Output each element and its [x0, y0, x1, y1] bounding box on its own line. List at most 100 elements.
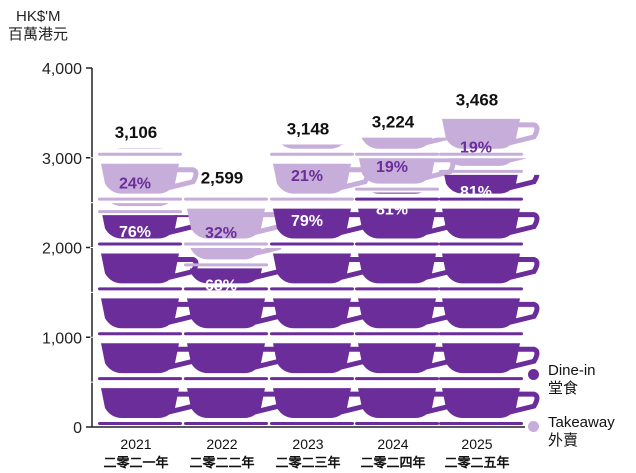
- cup-icon: [187, 343, 265, 374]
- x-tick-label-2023: 2023: [292, 436, 323, 452]
- cup-saucer: [439, 377, 523, 381]
- total-label-2025: 3,468: [456, 91, 499, 110]
- cup-icon: [190, 247, 262, 260]
- total-label-2023: 3,148: [287, 119, 330, 138]
- cup-handle: [509, 157, 530, 163]
- cup-dine-in-2022: [184, 298, 285, 336]
- cup-saucer: [270, 332, 354, 336]
- cup-saucer: [98, 242, 182, 246]
- cup-dine-in-2021: [98, 298, 199, 336]
- cup-saucer: [355, 197, 439, 201]
- share-label-takeaway-2024: 19%: [376, 159, 408, 176]
- legend-label-dine-in-en: Dine-in: [548, 362, 596, 379]
- cup-saucer: [98, 377, 182, 381]
- cup-saucer: [355, 287, 439, 291]
- cup-icon: [447, 157, 515, 166]
- cup-handle: [509, 301, 540, 325]
- cup-icon: [187, 388, 265, 418]
- cup-dine-in-2023: [270, 253, 371, 291]
- cup-icon: [110, 202, 170, 207]
- cup-icon: [361, 137, 433, 149]
- cup-dine-in-2021: [98, 253, 199, 291]
- cup-saucer: [355, 332, 439, 336]
- x-tick-label-2022: 2022: [206, 436, 237, 452]
- total-label-2024: 3,224: [372, 113, 415, 132]
- cup-icon: [358, 343, 436, 374]
- cup-saucer: [439, 332, 523, 336]
- cup-dine-in-2023: [270, 298, 371, 336]
- x-tick-label-2025: 2025: [461, 436, 492, 452]
- cup-icon: [358, 298, 436, 329]
- y-axis-unit-en: HK$'M: [16, 8, 61, 25]
- cup-dine-in-2024: [355, 298, 456, 336]
- cup-takeaway-2022: [184, 247, 282, 267]
- cup-icon: [281, 144, 343, 149]
- x-tick-sublabel-2022: 二零二二年: [189, 455, 254, 470]
- cup-saucer: [439, 152, 523, 156]
- share-label-takeaway-2022: 32%: [205, 225, 237, 242]
- cup-takeaway-2021: [98, 163, 199, 201]
- x-tick-sublabel-2023: 二零二三年: [275, 455, 340, 470]
- cup-saucer: [270, 242, 354, 246]
- legend-label-dine-in-zh: 堂食: [548, 380, 579, 397]
- cup-handle: [509, 346, 540, 370]
- cup-icon: [442, 253, 520, 284]
- cup-handle: [168, 167, 199, 191]
- x-tick-sublabel-2024: 二零二四年: [360, 455, 425, 470]
- cup-saucer: [184, 332, 268, 336]
- cup-saucer: [270, 422, 354, 425]
- cup-takeaway-2021: [98, 125, 196, 156]
- cup-takeaway-2022: [184, 197, 268, 201]
- cup-saucer: [184, 242, 268, 246]
- cup-saucer: [184, 263, 268, 267]
- y-axis-unit-zh: 百萬港元: [8, 26, 69, 43]
- cup-icon: [101, 343, 179, 374]
- cup-dine-in-2025: [439, 174, 540, 201]
- total-label-2022: 2,599: [201, 169, 244, 188]
- share-label-takeaway-2021: 24%: [119, 176, 151, 193]
- cup-saucer: [184, 377, 268, 381]
- cup-takeaway-2024: [355, 137, 453, 156]
- share-label-dine-in-2025: 81%: [460, 184, 492, 201]
- cup-saucer: [439, 197, 523, 201]
- cup-takeaway-2025: [439, 118, 540, 156]
- cup-saucer: [184, 287, 268, 291]
- cup-saucer: [439, 287, 523, 291]
- share-label-dine-in-2021: 76%: [119, 224, 151, 241]
- cup-dine-in-2024: [355, 192, 439, 201]
- cup-icon: [358, 208, 436, 239]
- cup-icon: [187, 208, 265, 239]
- cup-saucer: [439, 242, 523, 246]
- share-label-dine-in-2022: 68%: [205, 277, 237, 294]
- cup-saucer: [355, 377, 439, 381]
- cup-handle: [509, 391, 540, 415]
- cup-saucer: [98, 197, 182, 201]
- cup-saucer: [184, 422, 268, 425]
- cup-saucer: [355, 152, 439, 156]
- y-tick-label: 2,000: [42, 241, 82, 258]
- cup-takeaway-2023: [270, 144, 354, 156]
- cup-saucer: [98, 152, 182, 156]
- cup-handle: [509, 212, 540, 235]
- x-tick-label-2021: 2021: [120, 436, 151, 452]
- cup-icon: [442, 388, 520, 418]
- cup-saucer: [98, 210, 182, 214]
- cup-handle: [509, 122, 540, 146]
- cup-icon: [101, 253, 179, 284]
- cup-handle: [169, 125, 196, 143]
- cup-dine-in-2022: [184, 343, 285, 381]
- y-tick-label: 4,000: [42, 61, 82, 78]
- cup-dine-in-2023: [270, 343, 371, 381]
- cup-saucer: [270, 377, 354, 381]
- share-label-dine-in-2024: 81%: [376, 202, 408, 219]
- y-tick-label: 3,000: [42, 151, 82, 168]
- cup-icon: [189, 268, 263, 284]
- cup-saucer: [270, 152, 354, 156]
- cup-saucer: [439, 422, 523, 425]
- share-label-dine-in-2023: 79%: [291, 213, 323, 230]
- cup-saucer: [98, 287, 182, 291]
- cup-dine-in-2024: [355, 343, 456, 381]
- cup-icon: [358, 253, 436, 284]
- cup-saucer: [270, 197, 354, 201]
